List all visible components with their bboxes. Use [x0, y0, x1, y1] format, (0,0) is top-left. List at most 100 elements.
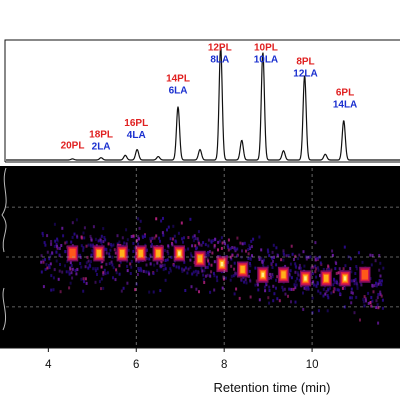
heatmap-noise-cell: [152, 290, 155, 294]
heatmap-noise-cell: [191, 272, 194, 276]
heatmap-noise-cell: [234, 273, 237, 277]
heatmap-noise-cell: [266, 265, 269, 269]
heatmap-spot-layer: [120, 249, 125, 257]
heatmap-noise-cell: [327, 287, 329, 291]
heatmap-noise-cell: [161, 264, 164, 267]
heatmap-noise-cell: [326, 294, 329, 298]
heatmap-noise-cell: [149, 262, 152, 266]
heatmap-noise-cell: [250, 245, 253, 249]
heatmap-noise-cell: [73, 232, 76, 236]
heatmap-noise-cell: [272, 243, 275, 247]
heatmap-noise-cell: [327, 265, 330, 269]
heatmap-noise-cell: [145, 270, 148, 274]
heatmap-noise-cell: [210, 239, 213, 243]
heatmap-noise-cell: [49, 253, 52, 257]
heatmap-noise-cell: [282, 249, 285, 253]
heatmap-noise-cell: [148, 290, 151, 294]
heatmap-noise-cell: [294, 279, 297, 283]
heatmap-noise-cell: [231, 253, 234, 257]
heatmap-noise-cell: [380, 279, 383, 283]
heatmap-noise-cell: [252, 237, 255, 241]
heatmap-noise-cell: [195, 247, 198, 251]
heatmap-noise-cell: [140, 269, 143, 273]
heatmap-noise-cell: [229, 278, 232, 282]
heatmap-noise-cell: [55, 250, 58, 254]
heatmap-noise-cell: [263, 258, 265, 262]
heatmap-noise-cell: [149, 239, 152, 243]
heatmap-noise-cell: [169, 269, 172, 273]
heatmap-noise-cell: [264, 289, 267, 293]
heatmap-noise-cell: [272, 299, 275, 303]
heatmap-noise-cell: [42, 285, 45, 289]
heatmap-noise-cell: [150, 244, 153, 248]
heatmap-noise-cell: [196, 237, 199, 241]
heatmap-noise-cell: [164, 278, 167, 282]
heatmap-noise-cell: [314, 270, 317, 274]
heatmap-noise-cell: [242, 276, 245, 280]
heatmap-noise-cell: [381, 306, 384, 310]
heatmap-noise-cell: [220, 236, 223, 240]
heatmap-noise-cell: [192, 239, 195, 243]
heatmap-noise-cell: [325, 267, 328, 271]
heatmap-noise-cell: [272, 284, 275, 288]
heatmap-noise-cell: [353, 311, 356, 315]
heatmap-noise-cell: [344, 287, 347, 290]
heatmap-noise-cell: [353, 279, 356, 283]
heatmap-noise-cell: [195, 273, 198, 277]
heatmap-noise-cell: [194, 237, 197, 241]
heatmap-noise-cell: [182, 240, 184, 244]
heatmap-noise-cell: [137, 237, 140, 241]
heatmap-noise-cell: [153, 263, 156, 267]
heatmap-noise-cell: [216, 279, 219, 283]
heatmap-noise-cell: [186, 271, 189, 275]
heatmap-noise-cell: [248, 274, 250, 278]
heatmap-noise-cell: [350, 287, 353, 291]
heatmap-noise-cell: [296, 271, 299, 275]
heatmap-noise-cell: [110, 243, 112, 246]
heatmap-noise-cell: [354, 277, 357, 281]
heatmap-noise-cell: [218, 239, 221, 243]
heatmap-noise-cell: [53, 268, 56, 272]
heatmap-noise-cell: [183, 260, 186, 264]
heatmap-noise-cell: [54, 239, 57, 243]
heatmap-noise-cell: [298, 266, 301, 270]
heatmap-noise-cell: [297, 273, 300, 277]
heatmap-noise-cell: [126, 281, 129, 285]
heatmap-noise-cell: [104, 238, 107, 242]
heatmap-noise-cell: [57, 246, 60, 250]
heatmap-noise-cell: [303, 286, 306, 290]
heatmap-noise-cell: [238, 296, 241, 300]
heatmap-noise-cell: [121, 236, 124, 240]
heatmap-noise-cell: [332, 290, 335, 294]
heatmap-noise-cell: [100, 240, 103, 244]
heatmap-noise-cell: [375, 306, 378, 309]
heatmap-noise-cell: [204, 274, 207, 278]
heatmap-noise-cell: [312, 280, 315, 284]
heatmap-noise-cell: [167, 252, 170, 256]
heatmap-noise-cell: [275, 246, 278, 250]
heatmap-noise-cell: [56, 244, 58, 248]
heatmap-noise-cell: [46, 234, 49, 238]
heatmap-noise-cell: [322, 287, 325, 291]
heatmap-noise-cell: [106, 271, 109, 275]
heatmap-noise-cell: [266, 248, 269, 252]
heatmap-noise-cell: [114, 251, 117, 255]
heatmap-noise-cell: [40, 254, 43, 258]
heatmap-noise-cell: [91, 249, 94, 253]
heatmap-noise-cell: [136, 273, 139, 276]
heatmap-noise-cell: [212, 271, 215, 275]
peak-label-pl-2: 16PL: [124, 118, 148, 129]
heatmap-noise-cell: [293, 258, 295, 261]
heatmap-noise-cell: [371, 254, 374, 257]
heatmap-noise-cell: [59, 290, 62, 294]
heatmap-noise-cell: [302, 291, 304, 295]
heatmap-noise-cell: [249, 295, 252, 299]
heatmap-noise-cell: [130, 259, 133, 263]
heatmap-noise-cell: [280, 258, 283, 262]
heatmap-noise-cell: [276, 275, 279, 279]
heatmap-noise-cell: [247, 257, 250, 260]
heatmap-noise-cell: [64, 241, 67, 245]
heatmap-noise-cell: [334, 267, 337, 271]
heatmap-noise-cell: [130, 265, 133, 269]
heatmap-noise-cell: [80, 244, 83, 248]
